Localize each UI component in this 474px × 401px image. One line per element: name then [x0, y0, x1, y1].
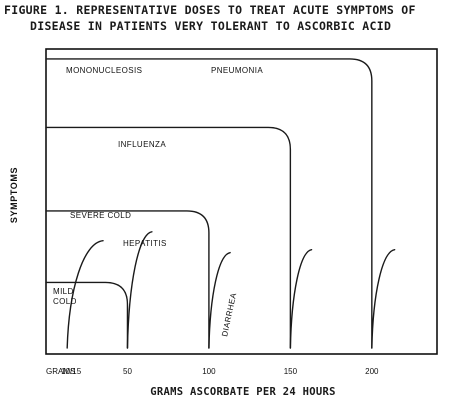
- curve-label-influenza: INFLUENZA: [118, 140, 166, 149]
- chart-title-line-1: FIGURE 1. REPRESENTATIVE DOSES TO TREAT …: [4, 3, 416, 17]
- x-tick-label: 10/15: [61, 367, 82, 376]
- curve-diarrhea: [208, 251, 231, 349]
- plot-frame: [45, 48, 438, 355]
- curve-rising-10-15: [66, 240, 104, 349]
- curve-rising-150: [289, 248, 313, 349]
- x-ticks-group: 10/15 50 100 150 200: [61, 367, 379, 376]
- chart-title-line-2: DISEASE IN PATIENTS VERY TOLERANT TO ASC…: [30, 19, 391, 33]
- curve-influenza: [45, 126, 292, 349]
- curve-label-pneumonia: PNEUMONIA: [211, 66, 263, 75]
- curve-label-hepatitis: HEPATITIS: [123, 239, 167, 248]
- x-axis-title: GRAMS ASCORBATE PER 24 HOURS: [150, 386, 335, 398]
- curve-rising-200: [371, 248, 396, 349]
- x-tick-label: 200: [365, 367, 379, 376]
- x-tick-label: 100: [202, 367, 216, 376]
- curve-label-diarrhea: DIARRHEA: [220, 292, 238, 338]
- curve-labels-group: MONONUCLEOSIS PNEUMONIA INFLUENZA SEVERE CO…: [53, 66, 263, 337]
- curve-hepatitis: [126, 231, 153, 349]
- curve-severe-cold: [45, 210, 210, 349]
- x-unit-label: GRAMS: [46, 367, 75, 376]
- curves-group: [45, 58, 396, 349]
- curve-mild-cold: [45, 281, 129, 349]
- curve-label-mononucleosis: MONONUCLEOSIS: [66, 66, 142, 75]
- curve-label-cold: COLD: [53, 297, 77, 306]
- y-axis-label: SYMPTOMS: [9, 167, 19, 223]
- x-tick-label: 150: [284, 367, 298, 376]
- curve-mononucleosis-pneumonia: [45, 58, 373, 349]
- curve-label-severe-cold: SEVERE COLD: [70, 211, 131, 220]
- x-tick-label: 50: [123, 367, 132, 376]
- curve-label-mild: MILD: [53, 287, 74, 296]
